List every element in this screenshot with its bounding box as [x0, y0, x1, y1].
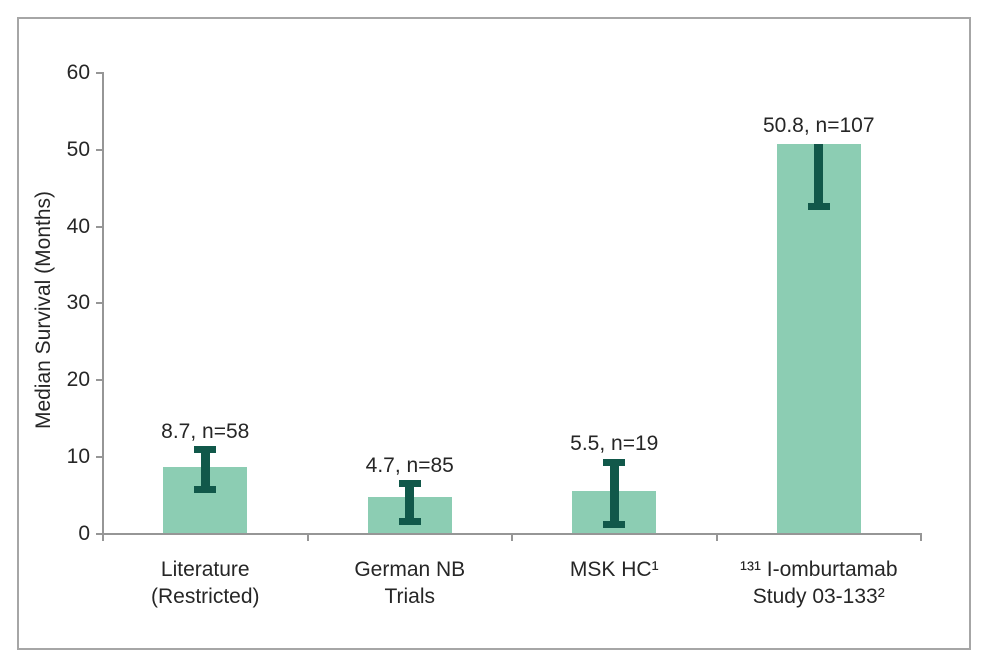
- x-category-label: Trials: [384, 585, 436, 608]
- x-axis-tick: [920, 534, 922, 541]
- error-bar-cap-top: [194, 446, 217, 454]
- y-axis-tick-label: 30: [66, 291, 90, 315]
- y-axis-tick: [96, 379, 102, 381]
- error-bar-cap-bottom: [603, 520, 626, 528]
- x-axis-line: [102, 533, 922, 535]
- y-axis-tick: [96, 225, 102, 228]
- y-axis-tick: [96, 455, 102, 458]
- error-bar-cap-bottom: [194, 486, 217, 494]
- bar-data-label: 8.7, n=58: [161, 419, 250, 443]
- y-axis-tick-label: 40: [66, 214, 90, 238]
- error-bar-line: [609, 462, 619, 525]
- x-axis-tick: [715, 534, 718, 541]
- y-axis-line: [102, 72, 104, 535]
- y-axis-tick-label: 0: [78, 521, 90, 545]
- y-axis-tick-label: 10: [66, 444, 90, 468]
- y-axis-tick-label: 20: [66, 368, 90, 391]
- y-axis-tick-label: 50: [66, 137, 90, 161]
- x-axis-tick: [306, 534, 309, 541]
- x-category-label: Study 03-133²: [752, 585, 885, 608]
- x-category-label: ¹³¹ I-omburtamab: [739, 558, 898, 581]
- error-bar-line: [405, 483, 415, 522]
- y-axis-tick: [96, 302, 102, 305]
- error-bar-cap-bottom: [807, 203, 830, 211]
- x-category-label: German NB: [354, 558, 466, 581]
- y-axis-tick: [96, 72, 102, 74]
- x-axis-tick: [102, 534, 104, 541]
- y-axis-tick: [96, 532, 102, 535]
- bar-data-label: 5.5, n=19: [570, 432, 659, 456]
- y-axis-tick-label: 60: [66, 61, 90, 84]
- y-axis-tick: [96, 148, 102, 151]
- error-bar-line: [814, 143, 824, 207]
- error-bar-line: [200, 449, 210, 490]
- error-bar-cap-top: [603, 458, 626, 466]
- x-axis-tick: [511, 534, 513, 541]
- x-category-label: MSK HC¹: [569, 558, 659, 581]
- x-category-label: (Restricted): [150, 585, 260, 608]
- error-bar-cap-bottom: [398, 518, 421, 526]
- x-category-label: Literature: [160, 558, 250, 581]
- error-bar-cap-top: [398, 480, 421, 488]
- bar-data-label: 50.8, n=107: [762, 113, 875, 137]
- bar-data-label: 4.7, n=85: [365, 453, 454, 477]
